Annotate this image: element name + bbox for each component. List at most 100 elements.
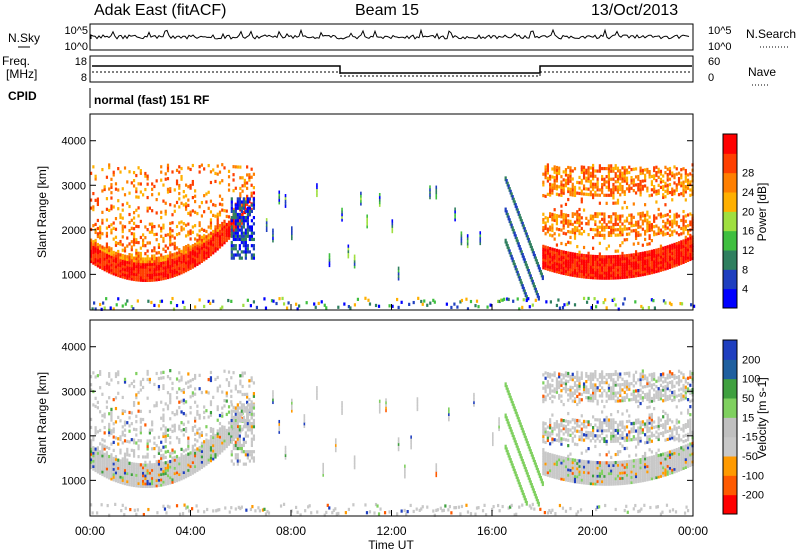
data-cell: [653, 259, 656, 264]
data-cell: [160, 462, 163, 466]
data-cell: [582, 173, 586, 177]
data-cell: [144, 278, 147, 283]
data-cell: [196, 431, 199, 435]
data-cell: [630, 221, 633, 225]
data-cell: [248, 397, 251, 402]
data-cell: [598, 461, 601, 465]
data-cell: [110, 204, 113, 208]
data-cell: [591, 182, 595, 186]
data-cell: [169, 232, 172, 236]
data-cell: [248, 199, 251, 204]
data-cell: [521, 221, 524, 227]
data-cell: [123, 439, 127, 443]
data-cell: [610, 177, 613, 181]
data-cell: [223, 439, 226, 443]
data-cell: [250, 453, 253, 457]
data-cell: [591, 169, 595, 173]
data-cell: [232, 229, 235, 233]
data-cell: [117, 370, 120, 374]
data-cell: [637, 223, 640, 227]
data-cell: [198, 413, 201, 418]
data-cell: [148, 439, 151, 443]
data-cell: [542, 424, 545, 428]
data-cell: [601, 263, 604, 267]
data-cell: [216, 223, 219, 227]
data-cell: [582, 264, 586, 268]
data-cell: [546, 430, 549, 435]
data-cell: [232, 371, 235, 375]
data-cell: [553, 462, 556, 466]
data-cell: [103, 415, 106, 419]
data-cell: [604, 298, 607, 302]
data-cell: [148, 482, 151, 486]
data-cell: [558, 169, 561, 173]
data-cell: [646, 186, 649, 190]
data-cell: [433, 300, 436, 304]
data-cell: [121, 235, 124, 239]
data-cell: [573, 220, 577, 224]
data-cell: [139, 251, 142, 256]
data-cell: [546, 436, 549, 440]
data-cell: [673, 248, 676, 252]
data-cell: [621, 174, 624, 178]
data-cell: [151, 259, 154, 264]
data-cell: [128, 269, 131, 273]
data-cell: [634, 268, 638, 273]
data-cell: [313, 302, 316, 306]
data-cell: [187, 380, 190, 384]
data-cell: [612, 193, 615, 197]
data-cell: [246, 165, 249, 169]
data-cell: [146, 482, 149, 486]
data-cell: [591, 383, 595, 387]
data-cell: [555, 168, 559, 172]
data-cell: [603, 471, 606, 476]
data-cell: [236, 409, 239, 413]
data-cell: [648, 215, 651, 219]
data-cell: [519, 247, 522, 253]
data-cell: [558, 268, 561, 272]
data-cell: [119, 242, 122, 246]
data-cell: [178, 186, 181, 190]
data-cell: [243, 181, 246, 185]
data-cell: [198, 245, 201, 249]
data-cell: [162, 277, 165, 281]
data-cell: [243, 392, 246, 397]
data-cell: [291, 228, 293, 233]
data-cell: [515, 411, 518, 417]
data-cell: [353, 303, 357, 307]
data-cell: [242, 443, 245, 448]
data-cell: [666, 245, 669, 249]
data-cell: [169, 459, 172, 464]
data-cell: [169, 189, 172, 193]
data-cell: [155, 371, 158, 376]
data-cell: [180, 265, 183, 270]
data-cell: [689, 183, 692, 187]
data-cell: [567, 387, 570, 392]
data-cell: [126, 463, 129, 468]
data-cell: [644, 184, 647, 188]
data-cell: [612, 188, 615, 192]
data-cell: [137, 473, 140, 477]
data-cell: [99, 260, 102, 264]
data-cell: [596, 188, 599, 192]
data-cell: [171, 234, 174, 238]
data-cell: [139, 463, 142, 467]
data-cell: [569, 235, 572, 240]
data-cell: [236, 422, 239, 426]
data-cell: [216, 212, 219, 216]
data-cell: [585, 187, 588, 191]
data-cell: [164, 471, 167, 476]
data-cell: [244, 209, 247, 213]
data-cell: [212, 240, 215, 244]
data-cell: [320, 300, 323, 304]
data-cell: [544, 398, 547, 402]
data-cell: [558, 466, 561, 470]
data-cell: [506, 181, 509, 187]
data-cell: [602, 300, 605, 305]
data-cell: [142, 482, 145, 486]
data-cell: [103, 265, 106, 269]
data-cell: [135, 476, 138, 480]
data-cell: [90, 457, 93, 462]
data-cell: [648, 172, 651, 176]
data-cell: [194, 438, 197, 442]
